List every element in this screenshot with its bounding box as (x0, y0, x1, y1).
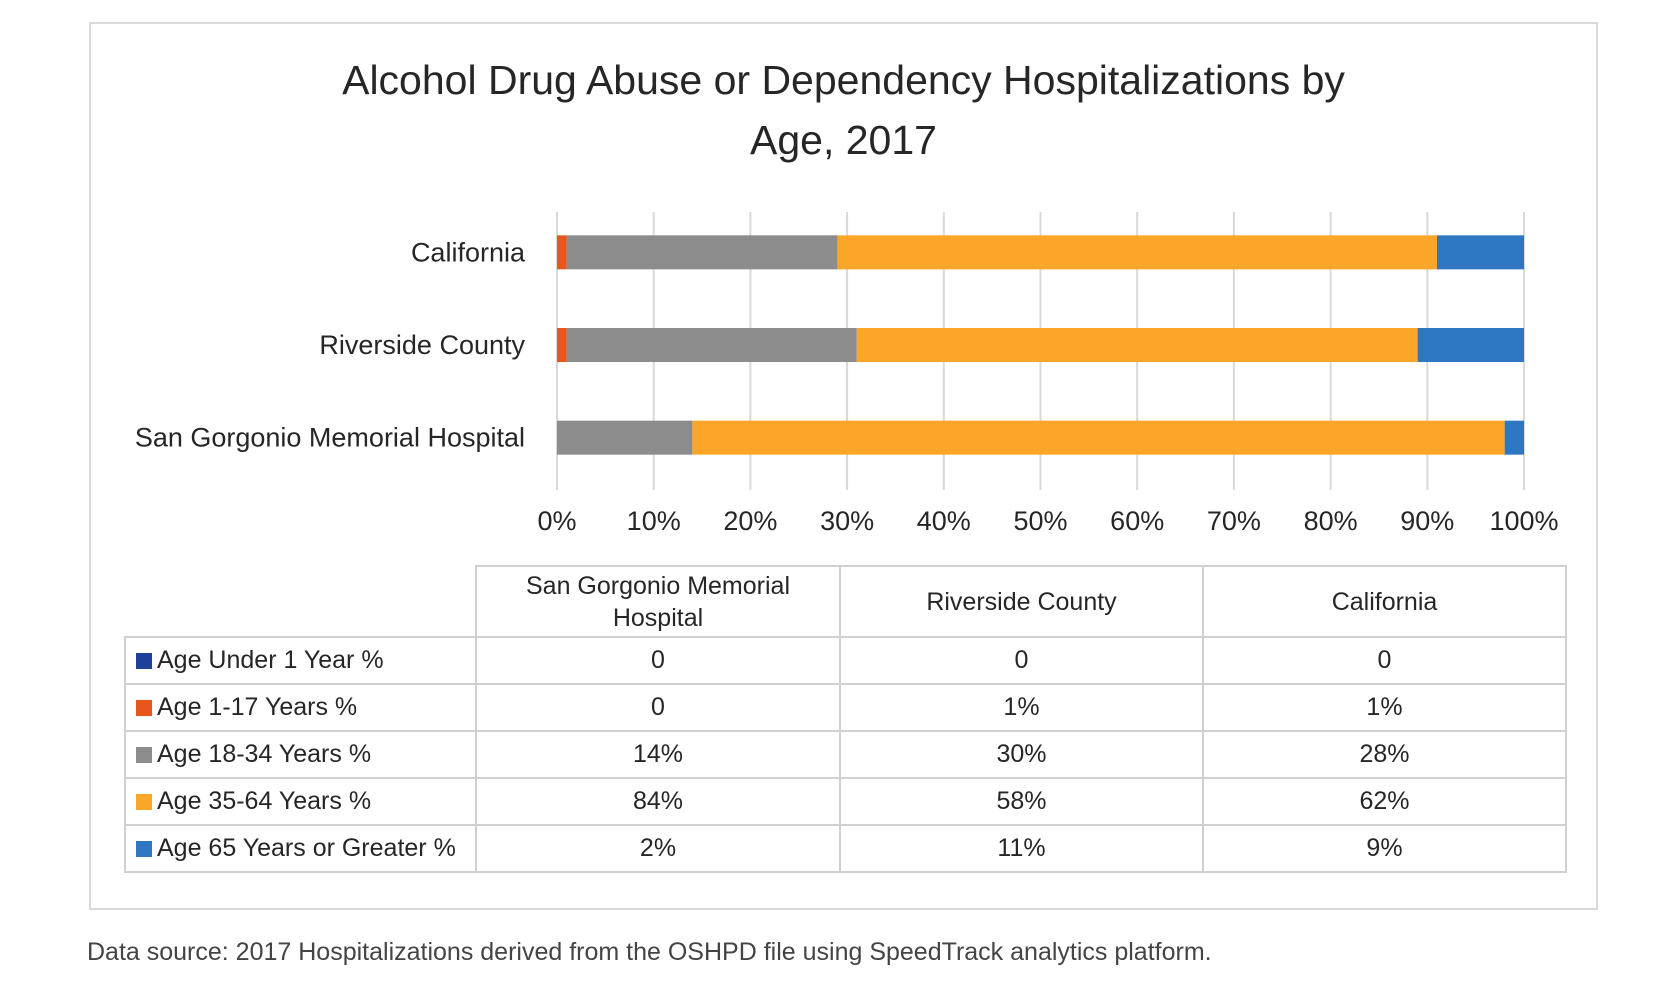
x-tick-label: 50% (1013, 506, 1067, 536)
bar-segment (692, 420, 1505, 455)
bar-chart: 0% 10% 20% 30% 40% 50% 60% 70% 80% 90% 100% Califor… (135, 212, 1559, 536)
table-corner (125, 566, 477, 638)
table-cell: 1% (839, 683, 1204, 732)
legend-swatch (136, 700, 152, 716)
table-row: Age 35-64 Years % 84% 58% 62% (124, 777, 1567, 826)
table-cell: 2% (475, 824, 841, 873)
table-cell: 28% (1202, 730, 1567, 779)
column-header-line: Riverside County (926, 587, 1117, 616)
x-tick-label: 30% (820, 506, 874, 536)
row-label: Age Under 1 Year % (124, 636, 477, 685)
row-label-text: Age 18-34 Years % (157, 740, 372, 768)
bar-segment (1504, 420, 1524, 455)
table-row: Age 65 Years or Greater % 2% 11% 9% (124, 824, 1567, 873)
table-cell: 0 (839, 636, 1204, 685)
data-source-note: Data source: 2017 Hospitalizations deriv… (87, 938, 1212, 966)
bar-segment (1417, 328, 1524, 362)
table-cell: 84% (475, 777, 841, 826)
column-header-line: California (1331, 587, 1438, 616)
row-label-text: Age Under 1 Year % (157, 646, 384, 674)
column-header-san-gorgonio: San Gorgonio Memorial Hospital (475, 565, 841, 638)
table-row: Age 18-34 Years % 14% 30% 28% (124, 730, 1567, 779)
y-category-label: Riverside County (319, 330, 525, 360)
bar-segment (557, 420, 693, 455)
y-category-label: California (411, 237, 526, 267)
bar-segment (557, 235, 567, 270)
table-row: Age Under 1 Year % 0 0 0 (124, 636, 1567, 685)
chart-title-line-2: Age, 2017 (750, 117, 937, 163)
bar-segment (566, 235, 838, 270)
bar-segment (557, 328, 567, 362)
legend-swatch (136, 653, 152, 669)
chart-title-line-1: Alcohol Drug Abuse or Dependency Hospita… (342, 57, 1345, 103)
y-category-label: San Gorgonio Memorial Hospital (135, 423, 525, 453)
bar-segment (566, 328, 857, 362)
table-cell: 1% (1202, 683, 1567, 732)
column-header-line: San Gorgonio Memorial (525, 571, 790, 600)
column-header-line: Hospital (612, 603, 704, 632)
x-tick-label: 80% (1304, 506, 1358, 536)
row-label-text: Age 35-64 Years % (157, 787, 372, 815)
x-tick-label: 40% (917, 506, 971, 536)
legend-swatch (136, 841, 152, 857)
table-cell: 14% (475, 730, 841, 779)
bar-segment (1436, 235, 1524, 270)
row-label: Age 18-34 Years % (124, 730, 477, 779)
table-cell: 30% (839, 730, 1204, 779)
x-tick-label: 100% (1489, 506, 1558, 536)
legend-swatch (136, 747, 152, 763)
x-tick-label: 20% (723, 506, 777, 536)
row-label: Age 35-64 Years % (124, 777, 477, 826)
legend-swatch (136, 794, 152, 810)
data-table: San Gorgonio Memorial Hospital Riverside… (124, 565, 1567, 873)
table-cell: 0 (475, 636, 841, 685)
x-tick-label: 90% (1400, 506, 1454, 536)
x-tick-label: 10% (627, 506, 681, 536)
table-cell: 9% (1202, 824, 1567, 873)
x-tick-label: 60% (1110, 506, 1164, 536)
table-cell: 11% (839, 824, 1204, 873)
table-cell: 62% (1202, 777, 1567, 826)
row-label: Age 1-17 Years % (124, 683, 477, 732)
column-header-riverside: Riverside County (839, 565, 1204, 638)
chart-title: Alcohol Drug Abuse or Dependency Hospita… (89, 50, 1598, 170)
x-tick-label: 0% (537, 506, 576, 536)
table-cell: 58% (839, 777, 1204, 826)
x-tick-label: 70% (1207, 506, 1261, 536)
row-label: Age 65 Years or Greater % (124, 824, 477, 873)
row-label-text: Age 65 Years or Greater % (157, 834, 456, 862)
row-label-text: Age 1-17 Years % (157, 693, 358, 721)
table-row: Age 1-17 Years % 0 1% 1% (124, 683, 1567, 732)
table-cell: 0 (475, 683, 841, 732)
table-cell: 0 (1202, 636, 1567, 685)
bar-segment (856, 328, 1418, 362)
column-header-california: California (1202, 565, 1567, 638)
bar-segment (837, 235, 1437, 270)
